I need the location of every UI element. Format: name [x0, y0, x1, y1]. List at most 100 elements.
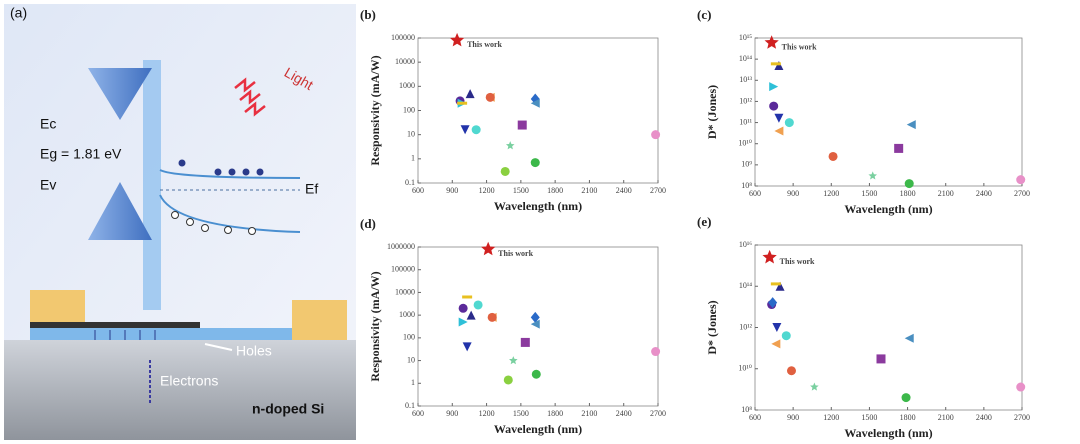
marker — [465, 89, 475, 99]
marker — [460, 125, 470, 135]
x-tick-label: 900 — [787, 413, 799, 422]
schematic: (a) Light Ec Eg = 1.81 eV Ev Ef Holes El… — [4, 4, 356, 440]
y-tick-label: 100 — [403, 105, 415, 114]
oxide — [30, 328, 292, 340]
x-tick-label: 600 — [749, 413, 761, 422]
ev-label: Ev — [40, 177, 56, 193]
marker — [906, 120, 916, 130]
y-tick-label: 10¹³ — [739, 75, 752, 84]
substrate-label: n-doped Si — [252, 401, 324, 417]
marker — [487, 312, 497, 322]
x-tick-label: 2700 — [650, 409, 666, 418]
marker — [774, 126, 784, 136]
y-tick-label: 10 — [407, 129, 415, 138]
y-tick-label: 100000 — [391, 265, 415, 274]
y-tick-label: 1 — [411, 154, 415, 163]
dirac-cone — [88, 68, 152, 120]
electrons — [178, 159, 264, 176]
marker — [894, 143, 904, 153]
marker — [520, 337, 530, 347]
x-tick-label: 1500 — [861, 413, 877, 422]
graphene — [30, 322, 200, 328]
panel-label: (c) — [697, 7, 711, 22]
x-tick-label: 2100 — [938, 189, 954, 198]
x-tick-label: 2100 — [938, 413, 954, 422]
x-tick-label: 2100 — [581, 409, 597, 418]
eg-label: Eg = 1.81 eV — [40, 146, 122, 162]
x-tick-label: 600 — [412, 186, 424, 195]
y-tick-label: 10¹⁰ — [738, 364, 752, 373]
marker — [505, 141, 515, 150]
marker — [651, 347, 661, 357]
marker — [458, 317, 468, 327]
marker — [775, 281, 785, 291]
y-tick-label: 10⁸ — [741, 405, 752, 414]
y-tick-label: 10⁹ — [741, 160, 752, 169]
valence-band — [159, 194, 301, 233]
y-tick-label: 100 — [403, 333, 415, 342]
y-axis-label: D* (Jones) — [705, 85, 719, 139]
x-tick-label: 900 — [446, 186, 458, 195]
x-tick-label: 1800 — [900, 413, 916, 422]
marker — [530, 98, 540, 108]
y-tick-label: 0.1 — [405, 178, 415, 187]
marker — [462, 342, 472, 352]
y-tick-label: 1000 — [399, 81, 415, 90]
annotation: This work — [498, 249, 533, 258]
y-tick-label: 100000 — [391, 33, 415, 42]
panel-label: (d) — [360, 216, 376, 231]
ef-label: Ef — [305, 181, 318, 197]
field-arrows — [94, 330, 156, 340]
marker — [901, 393, 911, 403]
y-axis-label: Responsivity (mA/W) — [368, 271, 382, 381]
marker — [530, 311, 540, 323]
marker — [764, 35, 779, 49]
marker — [458, 303, 468, 313]
marker — [786, 366, 796, 376]
marker — [462, 295, 473, 299]
y-tick-label: 10¹¹ — [739, 117, 752, 126]
marker — [517, 120, 527, 130]
marker — [449, 32, 465, 47]
annotation: This work — [780, 257, 815, 266]
marker — [768, 297, 778, 309]
panel-label: (e) — [697, 214, 711, 229]
x-tick-label: 1800 — [547, 186, 563, 195]
y-tick-label: 1 — [411, 378, 415, 387]
x-tick-label: 1200 — [823, 189, 839, 198]
y-tick-label: 10¹⁵ — [739, 33, 752, 42]
marker — [774, 113, 784, 123]
x-tick-label: 900 — [446, 409, 458, 418]
x-tick-label: 900 — [787, 189, 799, 198]
panel-label: (a) — [10, 5, 27, 21]
x-tick-label: 1800 — [900, 189, 916, 198]
marker — [530, 319, 540, 329]
y-tick-label: 10⁸ — [741, 181, 752, 190]
x-tick-label: 2700 — [1014, 189, 1030, 198]
marker — [828, 151, 838, 161]
x-tick-label: 2400 — [616, 409, 632, 418]
silicon — [4, 340, 356, 440]
annotation: This work — [467, 40, 502, 49]
interface — [143, 60, 161, 310]
x-tick-label: 2700 — [650, 186, 666, 195]
y-axis-label: D* (Jones) — [705, 300, 719, 354]
x-tick-label: 2700 — [1014, 413, 1030, 422]
marker — [530, 158, 540, 168]
conduction-band — [159, 169, 301, 179]
marker — [471, 125, 481, 135]
marker — [876, 354, 886, 364]
y-axis-label: Responsivity (mA/W) — [368, 55, 382, 165]
y-tick-label: 1000000 — [387, 242, 415, 251]
holes — [171, 211, 256, 235]
marker — [473, 300, 483, 310]
marker — [1016, 175, 1026, 185]
y-tick-label: 10¹² — [739, 96, 752, 105]
x-axis-label: Wavelength (nm) — [844, 426, 932, 440]
panel-label: (b) — [360, 7, 376, 22]
x-tick-label: 600 — [749, 189, 761, 198]
marker — [503, 375, 513, 385]
marker — [771, 339, 781, 349]
x-tick-label: 2400 — [616, 186, 632, 195]
marker — [1016, 382, 1026, 392]
